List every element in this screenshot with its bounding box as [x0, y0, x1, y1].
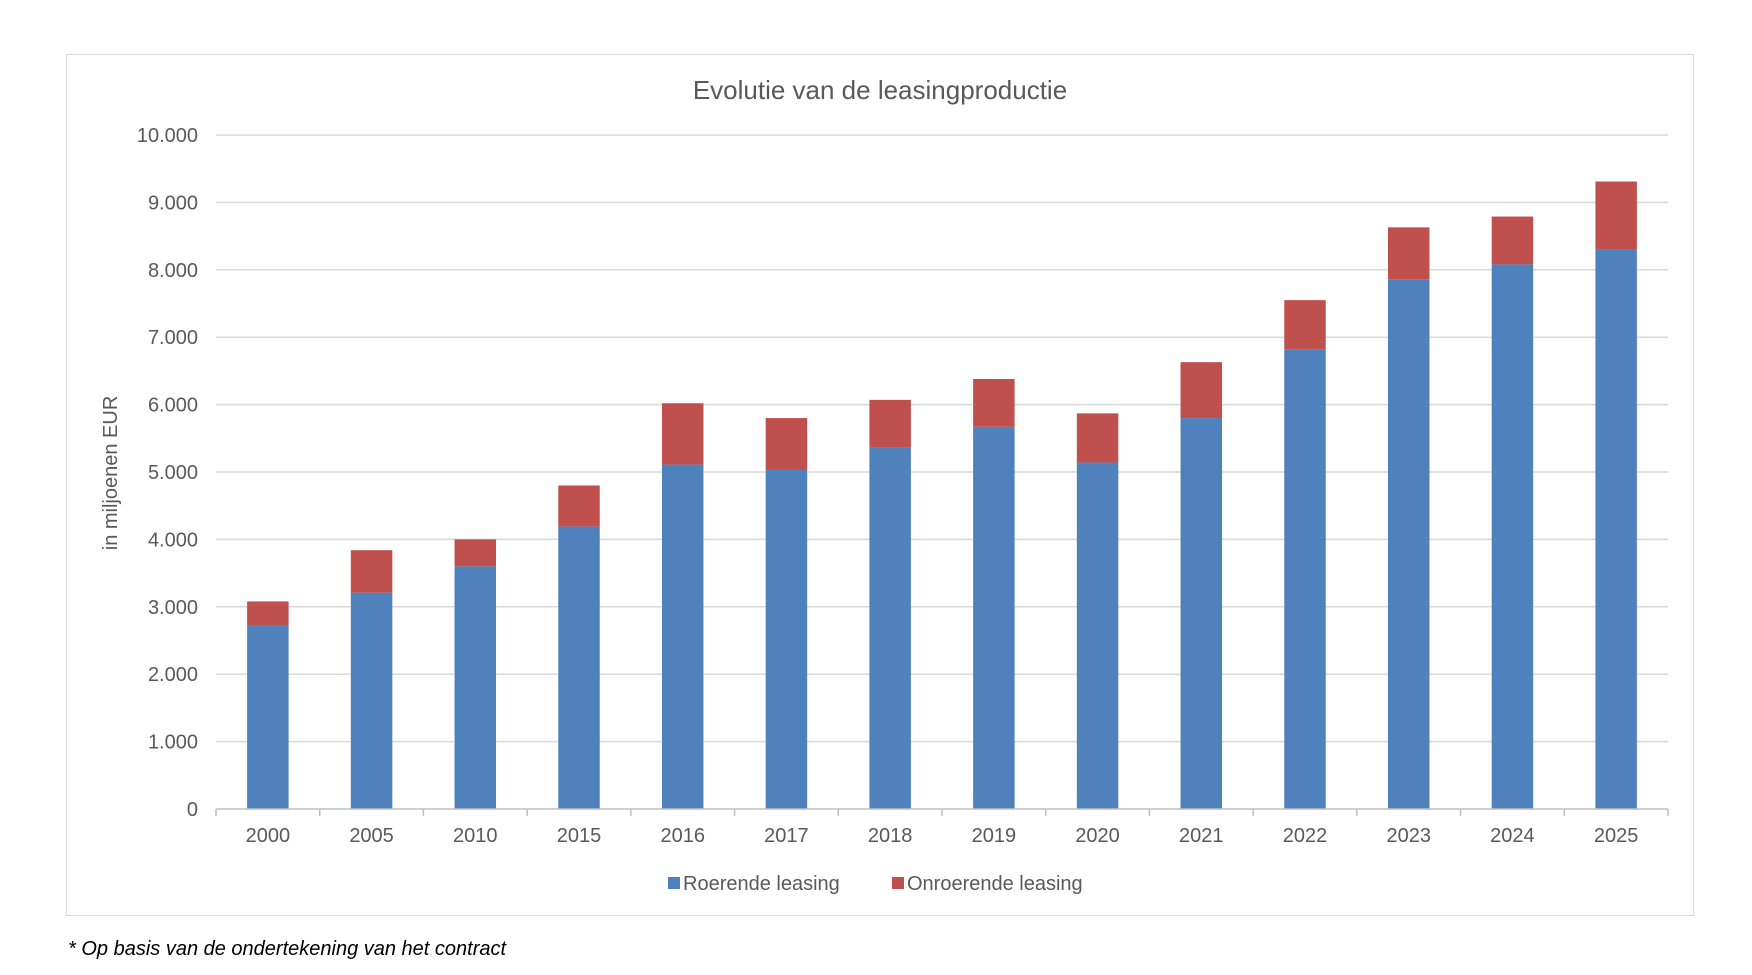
bar-segment-onroerende	[1284, 300, 1326, 350]
bar-segment-onroerende	[869, 399, 911, 448]
x-tick-label: 2015	[557, 825, 602, 847]
bar-segment-roerende	[350, 592, 393, 809]
x-tick-label: 2018	[868, 825, 913, 847]
y-tick-label: 10.000	[137, 125, 198, 147]
bar-segment-onroerende	[247, 601, 289, 625]
bar-segment-onroerende	[1387, 227, 1430, 280]
y-axis-label: in miljoenen EUR	[100, 396, 122, 551]
bar-segment-roerende	[1491, 264, 1534, 810]
bar-segment-onroerende	[1180, 362, 1223, 419]
x-tick-label: 2023	[1386, 825, 1431, 847]
x-tick-label: 2017	[764, 825, 809, 847]
bar-segment-onroerende	[661, 403, 704, 465]
x-tick-label: 2025	[1594, 825, 1639, 847]
bar-segment-roerende	[661, 464, 704, 809]
bar-segment-roerende	[1076, 462, 1119, 809]
bar-segment-onroerende	[1595, 181, 1637, 250]
bar-segment-roerende	[247, 624, 289, 809]
y-tick-label: 2.000	[148, 664, 198, 686]
bar-segment-roerende	[1595, 249, 1637, 809]
legend-swatch	[668, 877, 680, 889]
bar-segment-onroerende	[558, 485, 600, 527]
bar-segment-roerende	[1180, 418, 1223, 809]
y-tick-label: 7.000	[148, 327, 198, 349]
y-tick-labels: 0 1.000 2.000 3.000 4.000 5.000 6.000 7.000 8.00…	[137, 125, 198, 821]
bars	[247, 181, 1637, 810]
legend-label: Onroerende leasing	[907, 873, 1083, 895]
bar-segment-onroerende	[973, 378, 1015, 427]
bar-segment-roerende	[973, 426, 1015, 809]
bar-segment-roerende	[558, 526, 600, 809]
bar-segment-roerende	[1387, 279, 1430, 810]
y-tick-label: 9.000	[148, 192, 198, 214]
chart-title: Evolutie van de leasingproductie	[693, 75, 1067, 105]
x-tick-label: 2022	[1283, 825, 1328, 847]
y-tick-label: 3.000	[148, 597, 198, 619]
bar-segment-roerende	[454, 566, 497, 809]
x-tick-label: 2019	[972, 825, 1017, 847]
x-tick-label: 2010	[453, 825, 498, 847]
bar-segment-roerende	[869, 447, 911, 809]
x-tick-label: 2005	[349, 825, 394, 847]
legend: Roerende leasing Onroerende leasing	[668, 873, 1083, 895]
x-tick-label: 2024	[1490, 825, 1535, 847]
x-tick-label: 2020	[1075, 825, 1120, 847]
y-tick-label: 6.000	[148, 395, 198, 417]
bar-segment-onroerende	[454, 539, 497, 567]
x-tick-label: 2016	[660, 825, 705, 847]
x-tick-labels: 2000 2005 2010 2015 2016 2017 2018 2019 2020 2021…	[246, 825, 1639, 847]
bar-segment-onroerende	[1076, 413, 1119, 463]
legend-swatch	[892, 877, 904, 889]
x-axis	[215, 808, 1669, 816]
y-tick-label: 1.000	[148, 732, 198, 754]
y-tick-label: 5.000	[148, 462, 198, 484]
bar-segment-onroerende	[350, 550, 393, 593]
bar-segment-onroerende	[1491, 216, 1534, 265]
legend-label: Roerende leasing	[683, 873, 840, 895]
bar-segment-onroerende	[765, 418, 808, 470]
y-tick-label: 8.000	[148, 260, 198, 282]
x-tick-label: 2021	[1179, 825, 1224, 847]
footnote: * Op basis van de ondertekening van het …	[68, 938, 507, 960]
bar-segment-roerende	[765, 469, 808, 809]
bar-segment-roerende	[1284, 349, 1326, 809]
y-tick-label: 4.000	[148, 529, 198, 551]
y-tick-label: 0	[187, 799, 198, 821]
gridlines	[216, 134, 1668, 743]
x-tick-label: 2000	[246, 825, 291, 847]
